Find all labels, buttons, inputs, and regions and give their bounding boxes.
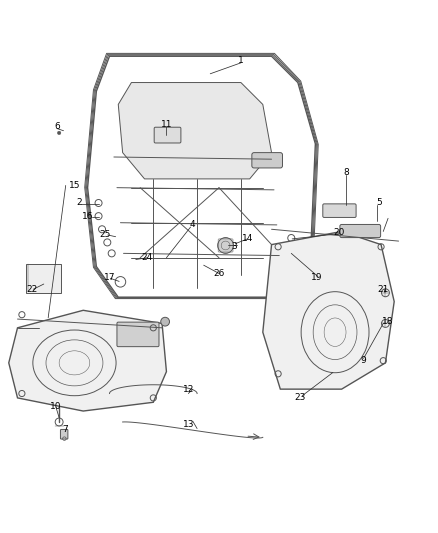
Text: 15: 15 [69,181,80,190]
Text: 24: 24 [141,253,152,262]
FancyBboxPatch shape [117,322,159,346]
FancyBboxPatch shape [323,204,356,217]
Circle shape [218,238,233,253]
Text: 14: 14 [242,233,253,243]
Text: 12: 12 [183,385,194,394]
Text: 22: 22 [26,285,37,294]
Text: 21: 21 [378,285,389,294]
Text: 16: 16 [82,212,93,221]
Text: 7: 7 [62,425,68,434]
Text: 10: 10 [50,402,61,411]
Polygon shape [9,310,166,411]
Text: 25: 25 [99,230,111,239]
FancyBboxPatch shape [154,127,181,143]
Circle shape [57,131,61,135]
Text: 26: 26 [213,270,225,278]
FancyBboxPatch shape [340,224,381,238]
Text: 8: 8 [343,168,349,177]
FancyBboxPatch shape [252,152,283,168]
FancyBboxPatch shape [60,430,68,439]
Text: 17: 17 [104,273,115,282]
Text: 23: 23 [294,393,306,402]
Text: 3: 3 [231,243,237,251]
Polygon shape [263,231,394,389]
Text: 5: 5 [376,198,382,207]
Text: 9: 9 [360,356,367,365]
Text: 4: 4 [190,220,195,229]
Polygon shape [118,83,272,179]
Text: 20: 20 [334,228,345,237]
Text: 2: 2 [76,198,81,207]
Text: 11: 11 [161,119,172,128]
Text: 13: 13 [183,419,194,429]
Text: 6: 6 [54,122,60,131]
Text: 18: 18 [382,317,393,326]
Text: 1: 1 [238,56,244,65]
FancyBboxPatch shape [26,264,61,293]
Text: 19: 19 [311,273,322,282]
Circle shape [161,317,170,326]
